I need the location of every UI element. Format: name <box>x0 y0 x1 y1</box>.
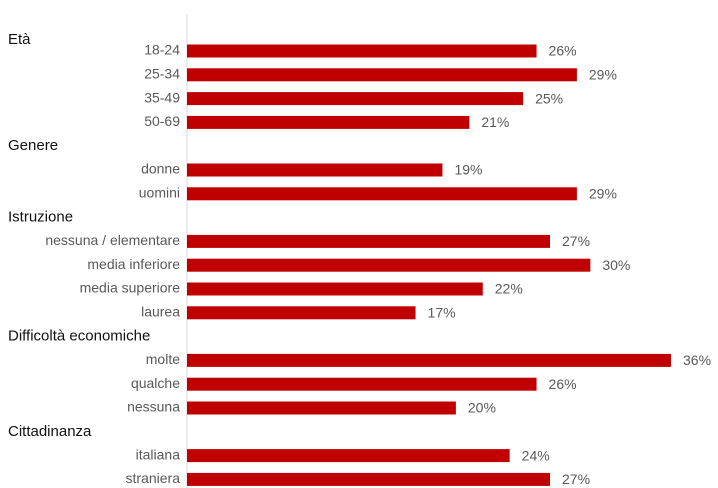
category-label: 18-24 <box>144 42 180 58</box>
category-label: laurea <box>141 304 180 320</box>
value-label: 25% <box>535 90 563 106</box>
bar <box>187 92 524 106</box>
value-label: 27% <box>562 233 590 249</box>
category-label: 50-69 <box>144 113 180 129</box>
category-label: media superiore <box>80 280 181 296</box>
bar <box>187 187 577 201</box>
bar <box>187 449 510 463</box>
value-label: 27% <box>562 471 590 487</box>
bar <box>187 234 550 248</box>
group-header: Istruzione <box>8 209 73 226</box>
bar <box>187 258 591 272</box>
group-header: Genere <box>8 137 58 154</box>
category-label: 35-49 <box>144 89 180 105</box>
category-label: media inferiore <box>87 256 180 272</box>
category-label: 25-34 <box>144 66 180 82</box>
value-label: 22% <box>495 281 523 297</box>
bar <box>187 377 537 391</box>
value-label: 29% <box>589 67 617 83</box>
category-label: nessuna / elementare <box>45 232 180 248</box>
bar <box>187 282 483 296</box>
group-header: Difficoltà economiche <box>8 328 150 345</box>
value-label: 20% <box>468 400 496 416</box>
bar <box>187 68 577 82</box>
value-label: 24% <box>522 447 550 463</box>
bar <box>187 306 416 320</box>
category-label: straniera <box>126 470 181 486</box>
group-header: Età <box>8 31 31 48</box>
value-label: 26% <box>549 43 577 59</box>
value-label: 29% <box>589 186 617 202</box>
category-label: italiana <box>136 446 181 462</box>
category-label: qualche <box>131 375 180 391</box>
group-header: Cittadinanza <box>8 423 92 440</box>
value-label: 26% <box>549 376 577 392</box>
bar <box>187 44 537 58</box>
category-label: molte <box>146 351 180 367</box>
category-label: donne <box>141 161 180 177</box>
value-label: 30% <box>602 257 630 273</box>
category-label: nessuna <box>127 399 180 415</box>
bar <box>187 401 456 415</box>
value-label: 36% <box>683 352 711 368</box>
bar <box>187 472 550 486</box>
value-label: 21% <box>481 114 509 130</box>
value-label: 19% <box>454 162 482 178</box>
bar <box>187 353 671 367</box>
category-label: uomini <box>139 185 180 201</box>
bar <box>187 115 470 129</box>
bar <box>187 163 443 177</box>
value-label: 17% <box>428 305 456 321</box>
